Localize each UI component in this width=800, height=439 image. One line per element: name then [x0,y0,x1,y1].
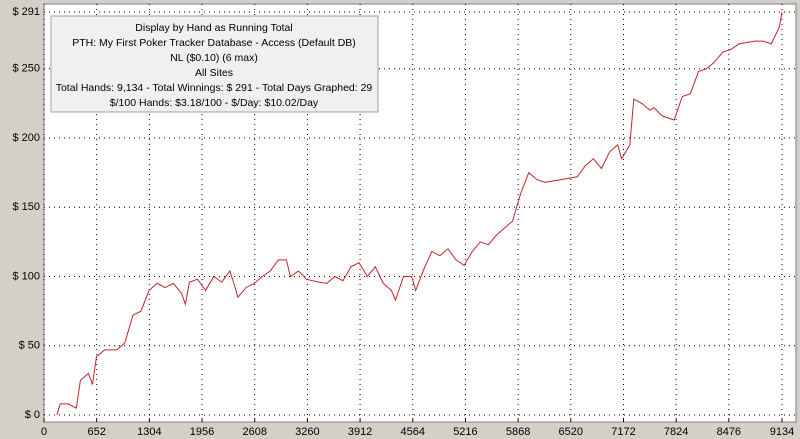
info-text: PTH: My First Poker Tracker Database - A… [72,37,356,49]
info-text: Total Hands: 9,134 - Total Winnings: $ 2… [56,82,373,94]
info-text: $/100 Hands: $3.18/100 - $/Day: $10.02/D… [110,97,319,109]
y-tick-label: $ 100 [12,270,40,282]
x-tick-label: 1304 [137,426,161,438]
x-tick-label: 3260 [295,426,319,438]
x-tick-label: 7824 [664,426,688,438]
x-tick-label: 1956 [190,426,214,438]
info-text: NL ($0.10) (6 max) [170,52,258,64]
x-tick-label: 2608 [242,426,266,438]
x-tick-label: 7172 [611,426,635,438]
annotations: Display by Hand as Running Total PTH: My … [56,22,373,109]
lines [56,11,783,416]
info-text: Display by Hand as Running Total [135,22,292,34]
x-tick-label: 0 [41,426,47,438]
x-tick-label: 5216 [453,426,477,438]
x-tick-label: 652 [87,426,105,438]
info-text: All Sites [195,67,233,79]
x-tick-label: 8476 [717,426,741,438]
y-tick-label: $ 150 [12,201,40,213]
y-tick-label: $ 0 [25,409,40,421]
x-tick-label: 3912 [348,426,372,438]
x-tick-label: 5868 [506,426,530,438]
y-tick-label: $ 250 [12,63,40,75]
x-tick-label: 6520 [559,426,583,438]
grid [43,4,796,422]
y-tick-label: $ 200 [12,132,40,144]
x-tick-label: 4564 [401,426,425,438]
y-tick-label: $ 291 [12,6,40,18]
y-tick-label: $ 50 [19,340,40,352]
info-box [50,15,379,113]
x-tick-label: 9134 [770,426,794,438]
line-series [56,11,783,416]
